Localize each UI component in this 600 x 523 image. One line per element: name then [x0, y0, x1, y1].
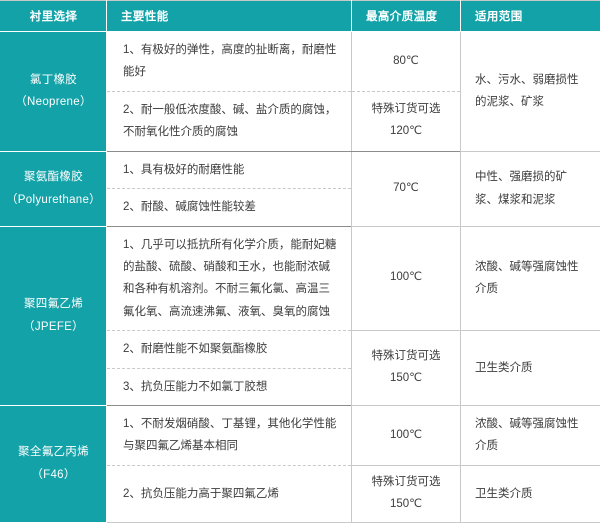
- property-cell: 3、抗负压能力不如氯丁胶想: [107, 368, 352, 405]
- material-cell-polyurethane: 聚氨酯橡胶 （Polyurethane）: [1, 151, 107, 226]
- temperature-cell: 100℃: [352, 226, 461, 331]
- property-cell: 1、不耐发烟硝酸、丁基锂，其他化学性能与聚四氟乙烯基本相同: [107, 406, 352, 466]
- material-name-en: （Polyurethane）: [3, 189, 104, 211]
- property-cell: 2、耐磨性能不如聚氨酯橡胶: [107, 331, 352, 368]
- material-name-en: （JPEFE）: [3, 316, 104, 338]
- column-header-scope: 适用范围: [461, 1, 600, 32]
- material-name-cn: 氯丁橡胶: [3, 69, 104, 91]
- temperature-cell: 特殊订货可选 150℃: [352, 331, 461, 406]
- material-cell-f46: 聚全氟乙丙烯 （F46）: [1, 406, 107, 523]
- property-cell: 2、耐酸、碱腐蚀性能较差: [107, 189, 352, 226]
- material-cell-ptfe: 聚四氟乙烯 （JPEFE）: [1, 226, 107, 406]
- table-row: 聚四氟乙烯 （JPEFE） 1、几乎可以抵抗所有化学介质，能耐妃糖的盐酸、硫酸、…: [1, 226, 600, 331]
- material-cell-neoprene: 氯丁橡胶 （Neoprene）: [1, 32, 107, 152]
- property-cell: 1、有极好的弹性，高度的扯断离，耐磨性能好: [107, 32, 352, 92]
- material-name-cn: 聚全氟乙丙烯: [3, 441, 104, 463]
- temperature-cell: 100℃: [352, 406, 461, 466]
- scope-cell: 浓酸、碱等强腐蚀性介质: [461, 406, 600, 466]
- scope-cell: 卫生类介质: [461, 331, 600, 406]
- material-name-cn: 聚氨酯橡胶: [3, 166, 104, 188]
- column-header-temperature: 最高介质温度: [352, 1, 461, 32]
- temperature-cell: 80℃: [352, 32, 461, 92]
- property-cell: 1、具有极好的耐磨性能: [107, 151, 352, 188]
- property-cell: 2、耐一般低浓度酸、碱、盐介质的腐蚀，不耐氧化性介质的腐蚀: [107, 91, 352, 151]
- table-row: 聚全氟乙丙烯 （F46） 1、不耐发烟硝酸、丁基锂，其他化学性能与聚四氟乙烯基本…: [1, 406, 600, 466]
- column-header-material: 衬里选择: [1, 1, 107, 32]
- temperature-cell: 特殊订货可选 150℃: [352, 465, 461, 522]
- material-name-en: （Neoprene）: [3, 91, 104, 113]
- lining-selection-table-container: 衬里选择 主要性能 最高介质温度 适用范围 氯丁橡胶 （Neoprene） 1、…: [0, 0, 600, 427]
- property-cell: 2、抗负压能力高于聚四氟乙烯: [107, 465, 352, 522]
- scope-cell: 卫生类介质: [461, 465, 600, 522]
- scope-cell: 水、污水、弱磨损性的泥浆、矿浆: [461, 32, 600, 152]
- table-body: 氯丁橡胶 （Neoprene） 1、有极好的弹性，高度的扯断离，耐磨性能好 80…: [1, 32, 600, 523]
- temperature-line: 特殊订货可选: [358, 99, 454, 121]
- property-cell: 1、几乎可以抵抗所有化学介质，能耐妃糖的盐酸、硫酸、硝酸和王水，也能耐浓碱和各种…: [107, 226, 352, 331]
- temperature-line: 100℃: [358, 425, 454, 447]
- material-name-cn: 聚四氟乙烯: [3, 293, 104, 315]
- table-header-row: 衬里选择 主要性能 最高介质温度 适用范围: [1, 1, 600, 32]
- temperature-cell: 70℃: [352, 151, 461, 226]
- scope-cell: 中性、强磨损的矿浆、煤浆和泥浆: [461, 151, 600, 226]
- material-name-en: （F46）: [3, 464, 104, 486]
- table-row: 聚氨酯橡胶 （Polyurethane） 1、具有极好的耐磨性能 70℃ 中性、…: [1, 151, 600, 188]
- temperature-line: 100℃: [358, 267, 454, 289]
- temperature-line-2: 150℃: [358, 494, 454, 516]
- temperature-line: 70℃: [358, 178, 454, 200]
- temperature-cell: 特殊订货可选 120℃: [352, 91, 461, 151]
- scope-cell: 浓酸、碱等强腐蚀性介质: [461, 226, 600, 331]
- temperature-line: 特殊订货可选: [358, 472, 454, 494]
- table-row: 氯丁橡胶 （Neoprene） 1、有极好的弹性，高度的扯断离，耐磨性能好 80…: [1, 32, 600, 92]
- temperature-line: 80℃: [358, 51, 454, 73]
- table-header: 衬里选择 主要性能 最高介质温度 适用范围: [1, 1, 600, 32]
- temperature-line: 特殊订货可选: [358, 346, 454, 368]
- temperature-line-2: 120℃: [358, 121, 454, 143]
- temperature-line-2: 150℃: [358, 368, 454, 390]
- column-header-properties: 主要性能: [107, 1, 352, 32]
